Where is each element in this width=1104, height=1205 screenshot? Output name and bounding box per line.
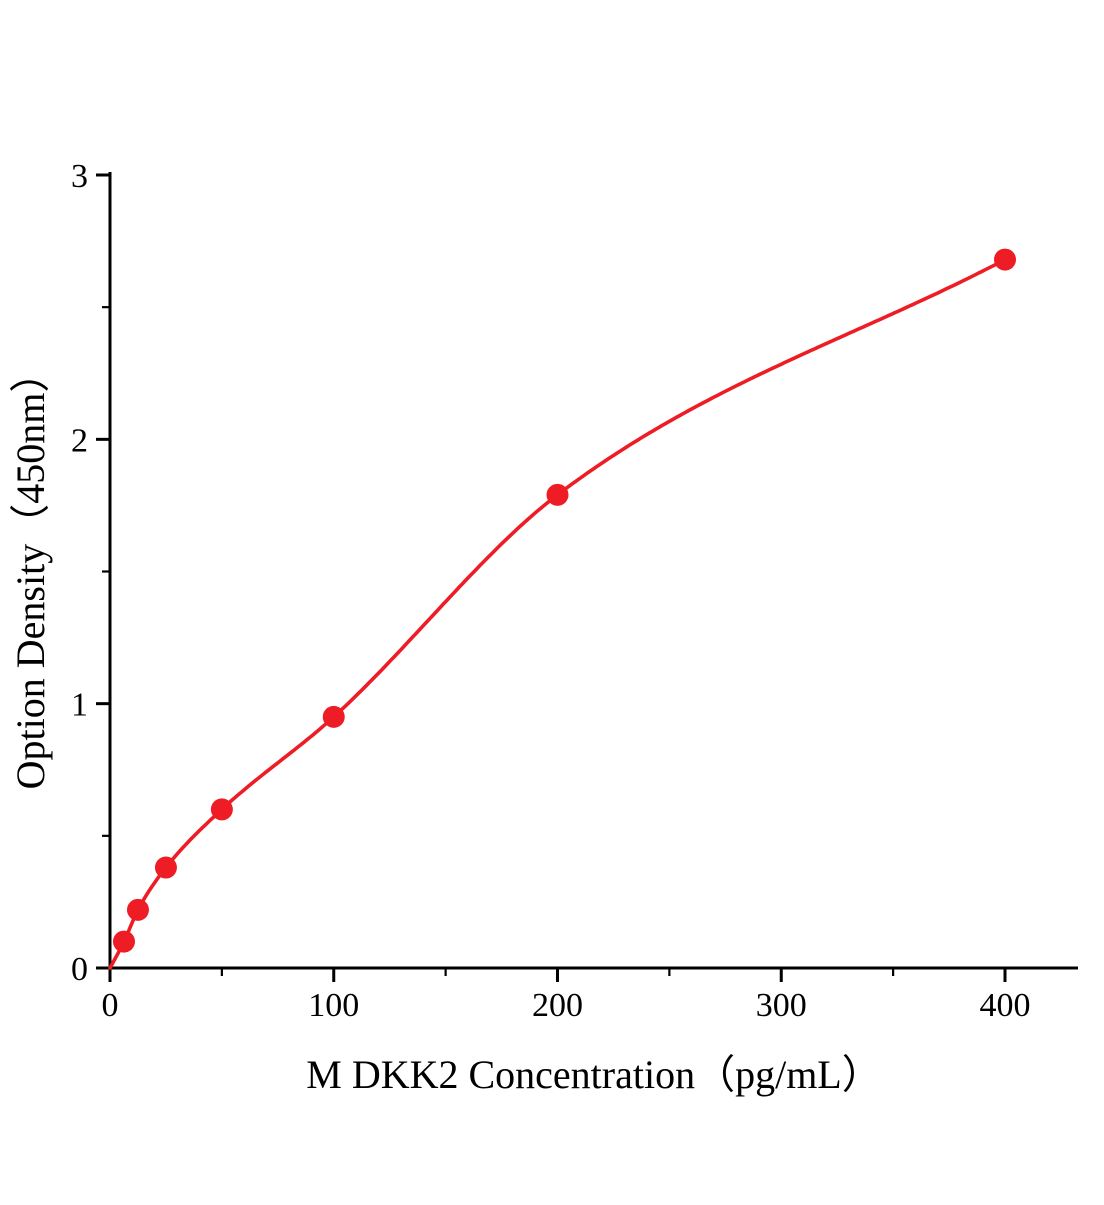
y-axis-label: Option Density（450nm） bbox=[8, 353, 53, 790]
data-point bbox=[126, 898, 149, 921]
y-tick-label: 3 bbox=[71, 158, 88, 195]
y-tick-label: 0 bbox=[71, 951, 88, 988]
x-tick-label: 300 bbox=[756, 987, 807, 1024]
data-point bbox=[546, 483, 569, 506]
plot-layer: 0 100 200 300 400 0 1 2 3 bbox=[71, 158, 1078, 1024]
x-tick-label: 400 bbox=[980, 987, 1031, 1024]
y-tick-label: 2 bbox=[71, 422, 88, 459]
data-point bbox=[112, 930, 135, 953]
data-point bbox=[210, 798, 233, 821]
data-point bbox=[994, 248, 1016, 271]
fit-curve bbox=[108, 257, 1007, 970]
data-point bbox=[322, 705, 345, 728]
y-tick-label: 1 bbox=[71, 687, 88, 724]
x-tick-label: 200 bbox=[532, 987, 583, 1024]
x-axis-label: M DKK2 Concentration（pg/mL） bbox=[306, 1052, 882, 1097]
data-point bbox=[154, 856, 177, 879]
x-tick-label: 100 bbox=[308, 987, 359, 1024]
x-tick-label: 0 bbox=[102, 987, 119, 1024]
